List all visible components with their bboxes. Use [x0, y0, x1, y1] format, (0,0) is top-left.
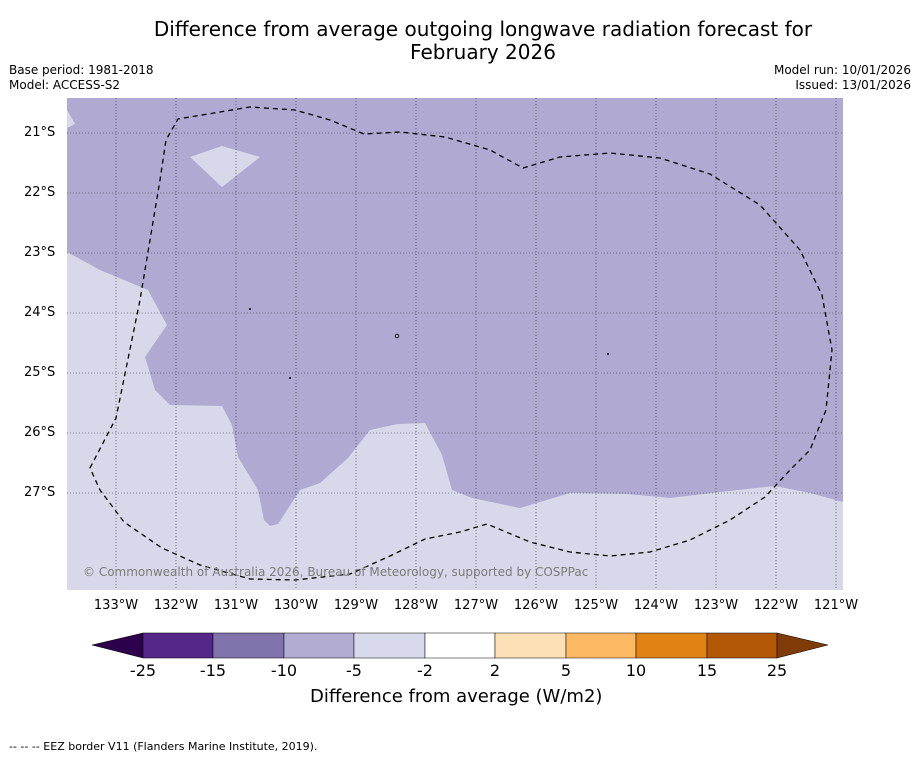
lon-label: 123°W	[693, 598, 739, 613]
colorbar-high-arrow	[776, 632, 829, 659]
colorbar-tick: 2	[489, 661, 501, 680]
colorbar-tick: -15	[199, 661, 227, 680]
map-title: Difference from average outgoing longwav…	[0, 18, 919, 64]
light-anomaly-region	[67, 252, 843, 590]
island-marker	[607, 353, 609, 355]
colorbar-segment	[424, 632, 496, 659]
meta-left: Base period: 1981-2018 Model: ACCESS-S2	[9, 63, 154, 93]
lat-label: 27°S	[24, 485, 56, 500]
colorbar-tick: 10	[625, 661, 647, 680]
colorbar-tick: 25	[766, 661, 788, 680]
issued-text: Issued: 13/01/2026	[795, 78, 911, 92]
lon-label: 127°W	[453, 598, 499, 613]
lat-label: 22°S	[24, 185, 56, 200]
colorbar-segment	[494, 632, 567, 659]
island-marker	[394, 333, 400, 339]
eez-footnote: -- -- -- EEZ border V11 (Flanders Marine…	[9, 740, 318, 753]
island-marker	[289, 377, 291, 379]
lon-label: 129°W	[333, 598, 379, 613]
colorbar-segment	[283, 632, 355, 659]
colorbar-segment	[706, 632, 778, 659]
light-anomaly-patch-north	[190, 146, 260, 187]
light-anomaly-patch-west	[67, 110, 75, 128]
lon-label: 130°W	[273, 598, 319, 613]
colorbar-low-arrow	[91, 632, 144, 659]
colorbar-segment	[212, 632, 285, 659]
map-gridlines	[67, 98, 843, 590]
eez-border	[89, 106, 833, 581]
colorbar-tick: -5	[346, 661, 362, 680]
lat-label: 21°S	[24, 125, 56, 140]
meta-right: Model run: 10/01/2026 Issued: 13/01/2026	[774, 63, 911, 93]
lat-label: 26°S	[24, 425, 56, 440]
colorbar-segment	[142, 632, 214, 659]
model-run-text: Model run: 10/01/2026	[773, 63, 911, 77]
colorbar-title: Difference from average (W/m2)	[310, 686, 603, 707]
colorbar-segment	[565, 632, 637, 659]
lon-label: 132°W	[153, 598, 199, 613]
copyright-text: © Commonwealth of Australia 2026, Bureau…	[83, 565, 589, 579]
lon-label: 131°W	[213, 598, 259, 613]
lon-label: 125°W	[573, 598, 619, 613]
lon-label: 122°W	[753, 598, 799, 613]
base-period-text: Base period: 1981-2018	[9, 63, 154, 77]
lon-label: 126°W	[513, 598, 559, 613]
map-title-line2: February 2026	[410, 40, 556, 64]
colorbar-tick: -10	[270, 661, 298, 680]
colorbar-segment	[353, 632, 426, 659]
lon-label: 121°W	[813, 598, 859, 613]
lon-label: 133°W	[93, 598, 139, 613]
lat-label: 23°S	[24, 245, 56, 260]
lat-label: 24°S	[24, 305, 56, 320]
map-title-line1: Difference from average outgoing longwav…	[153, 17, 813, 41]
colorbar	[91, 632, 829, 659]
lat-label: 25°S	[24, 365, 56, 380]
lon-label: 124°W	[633, 598, 679, 613]
model-text: Model: ACCESS-S2	[9, 78, 121, 92]
island-marker	[249, 308, 251, 310]
lon-label: 128°W	[393, 598, 439, 613]
colorbar-tick: -25	[129, 661, 157, 680]
colorbar-tick: -2	[417, 661, 433, 680]
colorbar-tick: 5	[560, 661, 572, 680]
colorbar-tick: 15	[696, 661, 718, 680]
colorbar-segment	[635, 632, 708, 659]
